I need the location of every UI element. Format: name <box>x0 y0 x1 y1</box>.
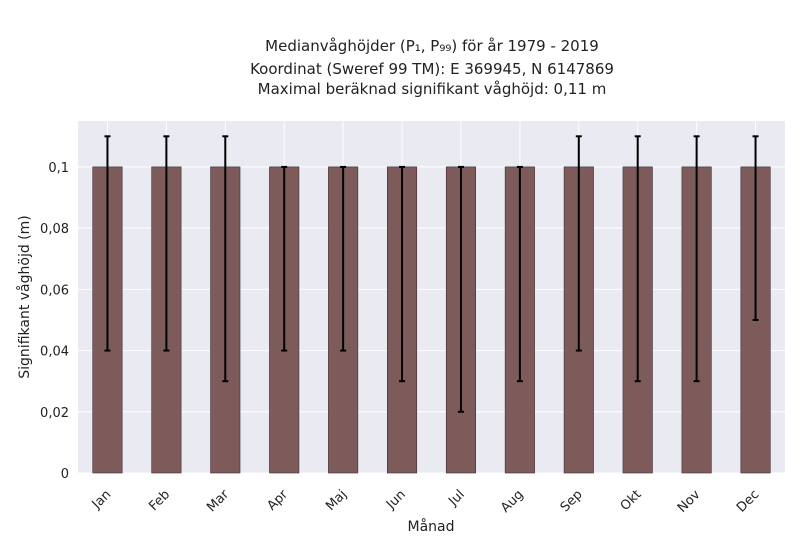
x-tick-label: Dec <box>734 487 762 515</box>
title-line-2: Koordinat (Sweref 99 TM): E 369945, N 61… <box>250 60 614 78</box>
y-tick-label: 0,08 <box>40 222 69 237</box>
y-tick-label: 0,1 <box>48 161 69 176</box>
y-axis-ticks: 0 0,02 0,04 0,06 0,08 0,1 <box>40 161 69 482</box>
x-tick-label: Mar <box>204 487 232 515</box>
y-tick-label: 0 <box>61 467 69 482</box>
plot-area <box>78 121 785 473</box>
y-tick-label: 0,02 <box>40 406 69 421</box>
x-tick-label: Okt <box>618 487 645 514</box>
x-tick-label: Apr <box>265 487 292 514</box>
x-tick-label: Feb <box>146 487 173 514</box>
y-axis-label: Signifikant våghöjd (m) <box>16 215 33 378</box>
title-line-1: Medianvåghöjder (P₁, P₉₉) för år 1979 - … <box>265 37 599 55</box>
error-bars <box>104 135 759 413</box>
x-tick-label: Aug <box>498 487 527 516</box>
x-tick-label: Jul <box>445 487 467 509</box>
x-tick-label: Nov <box>675 487 704 516</box>
x-tick-label: Jun <box>383 487 409 513</box>
y-tick-label: 0,04 <box>40 345 69 360</box>
x-tick-label: Sep <box>558 487 586 515</box>
chart-title: Medianvåghöjder (P₁, P₉₉) för år 1979 - … <box>250 37 614 98</box>
y-tick-label: 0,06 <box>40 283 69 298</box>
x-tick-label: Maj <box>323 487 350 514</box>
x-axis-ticks: Jan Feb Mar Apr Maj Jun Jul Aug Sep Okt Nov Dec <box>89 487 763 516</box>
x-axis-label: Månad <box>408 518 455 535</box>
x-tick-label: Jan <box>89 487 114 512</box>
title-line-3: Maximal beräknad signifikant våghöjd: 0,… <box>258 80 607 98</box>
